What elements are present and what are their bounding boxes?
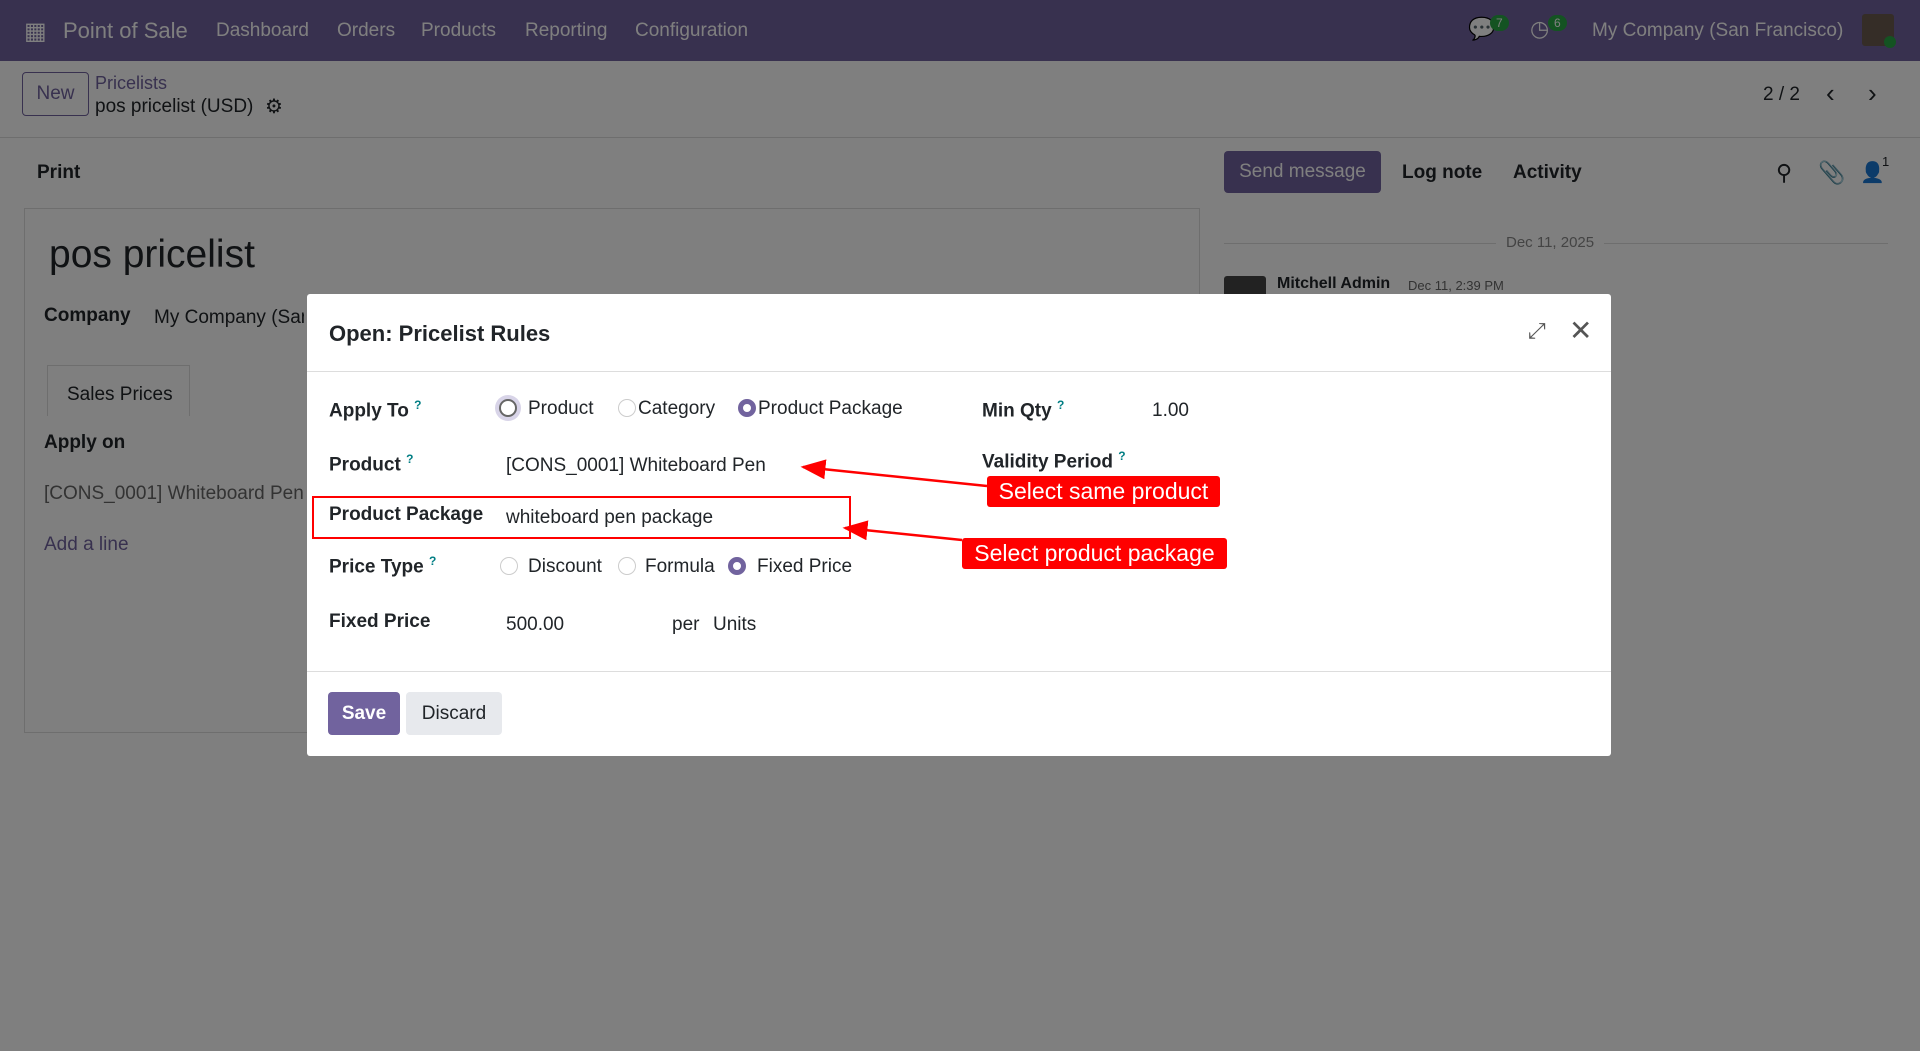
fixed-price-label: Fixed Price [329, 611, 431, 632]
arrow-to-product [800, 459, 988, 488]
product-label: Product ? [329, 452, 414, 476]
highlight-box-package [312, 496, 851, 539]
radio-category-label[interactable]: Category [638, 398, 716, 419]
callout-select-same-product: Select same product [987, 476, 1220, 507]
per-label: per [672, 614, 700, 635]
dialog-title: Open: Pricelist Rules [329, 321, 551, 346]
radio-discount[interactable] [500, 557, 518, 575]
arrow-to-package [842, 520, 963, 542]
radio-fixed-price[interactable] [728, 557, 746, 575]
product-package-input[interactable]: whiteboard pen package [506, 507, 714, 528]
expand-icon[interactable]: ⤢ [1528, 318, 1546, 343]
min-qty-input[interactable]: 1.00 [1152, 400, 1189, 421]
radio-product-package-label[interactable]: Product Package [758, 398, 903, 419]
close-icon[interactable]: ✕ [1569, 315, 1593, 346]
dialog-header-divider [307, 371, 1611, 372]
validity-period-label: Validity Period ? [982, 449, 1126, 473]
fixed-price-input[interactable]: 500.00 [506, 614, 565, 635]
radio-product-label[interactable]: Product [528, 398, 594, 419]
radio-fixed-price-label[interactable]: Fixed Price [757, 556, 853, 577]
discard-button[interactable]: Discard [406, 692, 502, 735]
dialog-footer-divider [307, 671, 1611, 672]
uom-value: Units [713, 614, 757, 635]
save-button[interactable]: Save [328, 692, 400, 735]
radio-formula[interactable] [618, 557, 636, 575]
pricelist-rule-dialog: Open: Pricelist Rules ⤢ ✕ Apply To ? Pro… [307, 294, 1611, 756]
product-package-label: Product Package [329, 504, 484, 525]
product-input[interactable]: [CONS_0001] Whiteboard Pen [506, 455, 766, 476]
min-qty-label: Min Qty ? [982, 398, 1065, 422]
radio-formula-label[interactable]: Formula [645, 556, 715, 577]
radio-product[interactable] [499, 399, 517, 417]
apply-to-label: Apply To ? [329, 398, 422, 422]
callout-select-product-package: Select product package [962, 538, 1227, 569]
radio-discount-label[interactable]: Discount [528, 556, 602, 577]
radio-category[interactable] [618, 399, 636, 417]
radio-product-package[interactable] [738, 399, 756, 417]
price-type-label: Price Type ? [329, 554, 437, 578]
annotation-arrows [800, 459, 988, 542]
